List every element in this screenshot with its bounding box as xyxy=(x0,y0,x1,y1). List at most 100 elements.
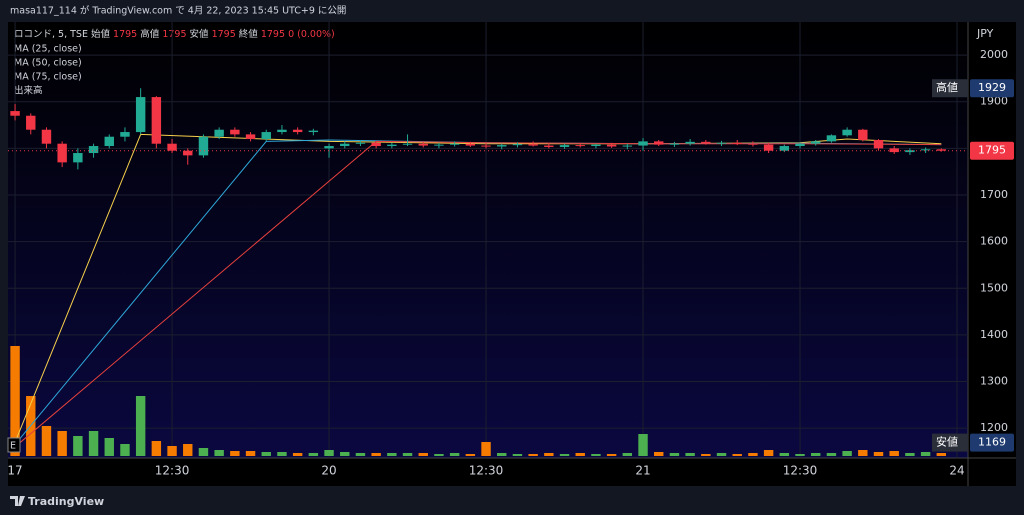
volume-bar xyxy=(104,438,114,456)
candle-body xyxy=(716,142,727,144)
candle-body xyxy=(826,135,837,142)
candle-body xyxy=(73,153,83,163)
candle-body xyxy=(622,145,633,147)
marker-tag xyxy=(932,79,968,98)
moving-average xyxy=(14,140,942,448)
y-tick-label: 1300 xyxy=(980,375,1008,388)
candle-body xyxy=(340,143,350,147)
y-tick-label: 1600 xyxy=(980,235,1008,248)
volume-bar xyxy=(701,454,711,456)
volume-bar xyxy=(449,453,460,456)
candle-body xyxy=(88,146,99,154)
x-tick-label: 12:30 xyxy=(783,464,818,478)
logo xyxy=(10,496,25,506)
legend-ma: MA (75, close) xyxy=(14,72,82,83)
candle-body xyxy=(811,141,821,144)
volume-bar xyxy=(638,434,648,456)
candle-body xyxy=(732,142,742,144)
x-tick-label: 12:30 xyxy=(469,464,504,478)
volume-bar xyxy=(183,444,193,456)
candle-body xyxy=(606,144,617,147)
marker-box xyxy=(970,433,1014,452)
volume-bar xyxy=(606,454,617,456)
volume-bar xyxy=(214,450,224,456)
candle-body xyxy=(654,141,664,145)
candle-body xyxy=(245,134,256,140)
volume-bar xyxy=(873,452,884,456)
y-tick-label: 2000 xyxy=(980,48,1008,61)
volume-bar xyxy=(245,451,256,456)
volume-bar xyxy=(905,453,915,456)
candle-body xyxy=(842,129,852,136)
volume-bar xyxy=(591,454,601,456)
candle-body xyxy=(277,129,287,133)
volume-bar xyxy=(528,454,538,456)
volume-bar xyxy=(198,448,209,456)
legend-ma: MA (25, close) xyxy=(14,44,82,55)
plot-area xyxy=(8,22,968,458)
legend-item: 1795 xyxy=(113,29,137,40)
volume-bar xyxy=(575,453,585,456)
candle-body xyxy=(371,142,381,147)
volume-bar xyxy=(716,453,727,456)
candle-body xyxy=(198,136,209,156)
candle-body xyxy=(57,143,67,163)
volume-bar xyxy=(418,453,428,456)
volume-bar xyxy=(308,453,319,456)
candle-body xyxy=(575,145,585,147)
marker-value: 1929 xyxy=(978,81,1006,94)
candle-body xyxy=(151,97,162,144)
marker-label: 安値 xyxy=(936,435,958,449)
volume-bar xyxy=(732,454,742,456)
candle-body xyxy=(292,129,303,133)
volume-bar xyxy=(292,453,303,456)
volume-bar xyxy=(497,453,507,456)
legend-item: 1795 xyxy=(261,29,285,40)
volume-bar xyxy=(920,452,931,456)
candle-body xyxy=(858,129,868,140)
legend-item: 1795 xyxy=(162,29,186,40)
volume-bar xyxy=(685,453,695,456)
volume-bar xyxy=(748,453,758,456)
candle-body xyxy=(701,141,711,144)
legend: ロコンド, 5, TSE 始値 1795 高値 1795 安値 1795 終値 … xyxy=(14,28,335,97)
volume-bar xyxy=(355,453,366,456)
volume-bar xyxy=(779,453,790,456)
candle-body xyxy=(261,132,271,140)
candle-body xyxy=(308,130,319,133)
candle-body xyxy=(418,143,428,146)
legend-item: ロコンド, 5, TSE xyxy=(14,29,88,40)
x-tick-label: 12:30 xyxy=(155,464,190,478)
last-price-box xyxy=(970,141,1014,160)
marker-label: 高値 xyxy=(936,80,958,94)
candle-body xyxy=(638,141,648,146)
legend-symbol-line: ロコンド, 5, TSE 始値 1795 高値 1795 安値 1795 終値 … xyxy=(14,28,335,40)
legend-item: 始値 xyxy=(91,28,111,40)
legend-ma: MA (50, close) xyxy=(14,58,82,69)
volume-bar xyxy=(230,451,240,456)
candle-body xyxy=(135,97,146,133)
candle-body xyxy=(214,129,224,137)
volume-bar xyxy=(826,453,837,456)
legend-volume: 出来高 xyxy=(14,85,43,97)
volume-bar xyxy=(434,454,444,456)
volume-bar xyxy=(481,442,491,456)
legend-item: 1795 xyxy=(212,29,236,40)
volume-bar xyxy=(151,441,162,456)
event-box xyxy=(7,437,21,453)
candle-body xyxy=(873,139,884,149)
y-tick-label: 1700 xyxy=(980,188,1008,201)
marker-value: 1169 xyxy=(978,436,1006,449)
marker-tag xyxy=(932,433,968,452)
volume-bar xyxy=(465,454,476,456)
header: masa117_114 が TradingView.com で 4月 22, 2… xyxy=(10,5,346,17)
candle-body xyxy=(41,129,52,144)
candle-body xyxy=(387,144,397,147)
volume-bar xyxy=(57,431,67,456)
candle-body xyxy=(324,146,334,149)
candle-body xyxy=(104,136,114,147)
x-tick-label: 24 xyxy=(949,464,964,478)
candle-body xyxy=(167,143,177,151)
volume-bar xyxy=(402,453,413,456)
